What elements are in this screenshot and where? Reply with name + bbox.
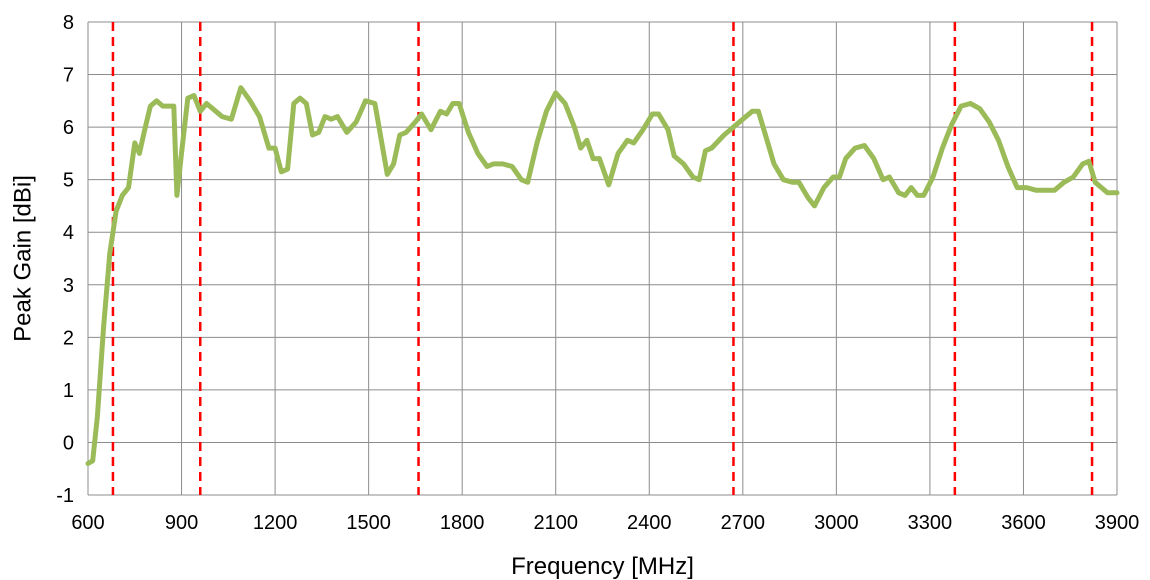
y-tick-label: -1 [56,485,74,507]
x-tick-label: 1500 [346,512,391,534]
x-tick-label: 1800 [440,512,485,534]
y-tick-label: 2 [63,327,74,349]
y-tick-label: 1 [63,380,74,402]
x-tick-label: 3600 [1001,512,1046,534]
y-tick-label: 0 [63,432,74,454]
y-axis-title: Peak Gain [dBi] [9,175,36,342]
x-tick-label: 2700 [721,512,766,534]
y-tick-label: 6 [63,117,74,139]
x-tick-label: 3900 [1095,512,1140,534]
x-axis-title: Frequency [MHz] [511,553,694,580]
y-tick-label: 5 [63,170,74,192]
x-tick-label: 1200 [253,512,298,534]
x-tick-label: 3000 [814,512,859,534]
grid [87,21,1118,496]
peak-gain-line [85,85,1120,466]
y-tick-label: 3 [63,275,74,297]
x-tick-label: 2100 [533,512,578,534]
tick-labels: -1 0 1 2 3 4 5 6 7 8 600 900 1200 1500 1800 2100 2400 270… [56,12,1139,534]
x-tick-label: 600 [71,512,104,534]
y-tick-label: 4 [63,222,74,244]
y-tick-label: 7 [63,65,74,87]
x-tick-label: 3300 [908,512,953,534]
vertical-markers [111,22,1094,495]
y-tick-label: 8 [63,12,74,34]
x-tick-label: 900 [165,512,198,534]
series-layer [85,85,1120,466]
x-tick-label: 2400 [627,512,672,534]
